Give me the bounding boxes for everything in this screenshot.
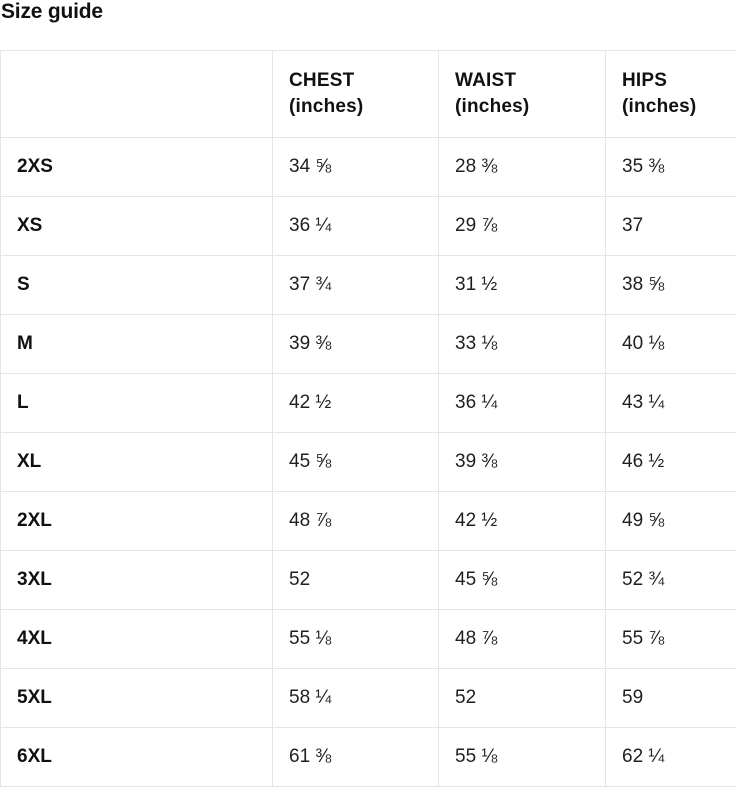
measurement-cell: 52 bbox=[439, 669, 606, 728]
measurement-cell: 35 ⅜ bbox=[606, 138, 736, 197]
size-label-cell: XS bbox=[1, 197, 273, 256]
measurement-cell: 39 ⅜ bbox=[439, 433, 606, 492]
measurement-cell: 29 ⅞ bbox=[439, 197, 606, 256]
hips-column-label: HIPS bbox=[622, 68, 726, 94]
measurement-cell: 48 ⅞ bbox=[273, 492, 439, 551]
measurement-cell: 42 ½ bbox=[439, 492, 606, 551]
waist-column-label: WAIST bbox=[455, 68, 595, 94]
size-guide-table: CHEST (inches) WAIST (inches) HIPS (inch… bbox=[0, 50, 736, 787]
size-label-cell: XL bbox=[1, 433, 273, 492]
header-cell-hips: HIPS (inches) bbox=[606, 51, 736, 138]
measurement-cell: 34 ⅝ bbox=[273, 138, 439, 197]
measurement-cell: 55 ⅛ bbox=[439, 728, 606, 787]
header-cell-chest: CHEST (inches) bbox=[273, 51, 439, 138]
chest-column-label: CHEST bbox=[289, 68, 428, 94]
table-header-row: CHEST (inches) WAIST (inches) HIPS (inch… bbox=[1, 51, 736, 138]
hips-column-unit: (inches) bbox=[622, 94, 726, 120]
header-cell-size bbox=[1, 51, 273, 138]
measurement-cell: 61 ⅜ bbox=[273, 728, 439, 787]
measurement-cell: 55 ⅛ bbox=[273, 610, 439, 669]
measurement-cell: 52 bbox=[273, 551, 439, 610]
measurement-cell: 46 ½ bbox=[606, 433, 736, 492]
measurement-cell: 45 ⅝ bbox=[273, 433, 439, 492]
measurement-cell: 43 ¼ bbox=[606, 374, 736, 433]
page-title: Size guide bbox=[0, 0, 736, 23]
size-label-cell: 6XL bbox=[1, 728, 273, 787]
measurement-cell: 49 ⅝ bbox=[606, 492, 736, 551]
measurement-cell: 45 ⅝ bbox=[439, 551, 606, 610]
size-label-cell: S bbox=[1, 256, 273, 315]
measurement-cell: 40 ⅛ bbox=[606, 315, 736, 374]
size-label-cell: L bbox=[1, 374, 273, 433]
measurement-cell: 33 ⅛ bbox=[439, 315, 606, 374]
measurement-cell: 48 ⅞ bbox=[439, 610, 606, 669]
measurement-cell: 36 ¼ bbox=[273, 197, 439, 256]
measurement-cell: 62 ¼ bbox=[606, 728, 736, 787]
chest-column-unit: (inches) bbox=[289, 94, 428, 120]
measurement-cell: 38 ⅝ bbox=[606, 256, 736, 315]
size-label-cell: 5XL bbox=[1, 669, 273, 728]
measurement-cell: 59 bbox=[606, 669, 736, 728]
measurement-cell: 37 ¾ bbox=[273, 256, 439, 315]
measurement-cell: 31 ½ bbox=[439, 256, 606, 315]
measurement-cell: 39 ⅜ bbox=[273, 315, 439, 374]
waist-column-unit: (inches) bbox=[455, 94, 595, 120]
size-label-cell: 2XS bbox=[1, 138, 273, 197]
measurement-cell: 55 ⅞ bbox=[606, 610, 736, 669]
size-label-cell: 4XL bbox=[1, 610, 273, 669]
size-label-cell: 2XL bbox=[1, 492, 273, 551]
measurement-cell: 28 ⅜ bbox=[439, 138, 606, 197]
measurement-cell: 42 ½ bbox=[273, 374, 439, 433]
measurement-cell: 52 ¾ bbox=[606, 551, 736, 610]
measurement-cell: 37 bbox=[606, 197, 736, 256]
size-label-cell: 3XL bbox=[1, 551, 273, 610]
size-label-cell: M bbox=[1, 315, 273, 374]
measurement-cell: 36 ¼ bbox=[439, 374, 606, 433]
header-cell-waist: WAIST (inches) bbox=[439, 51, 606, 138]
measurement-cell: 58 ¼ bbox=[273, 669, 439, 728]
